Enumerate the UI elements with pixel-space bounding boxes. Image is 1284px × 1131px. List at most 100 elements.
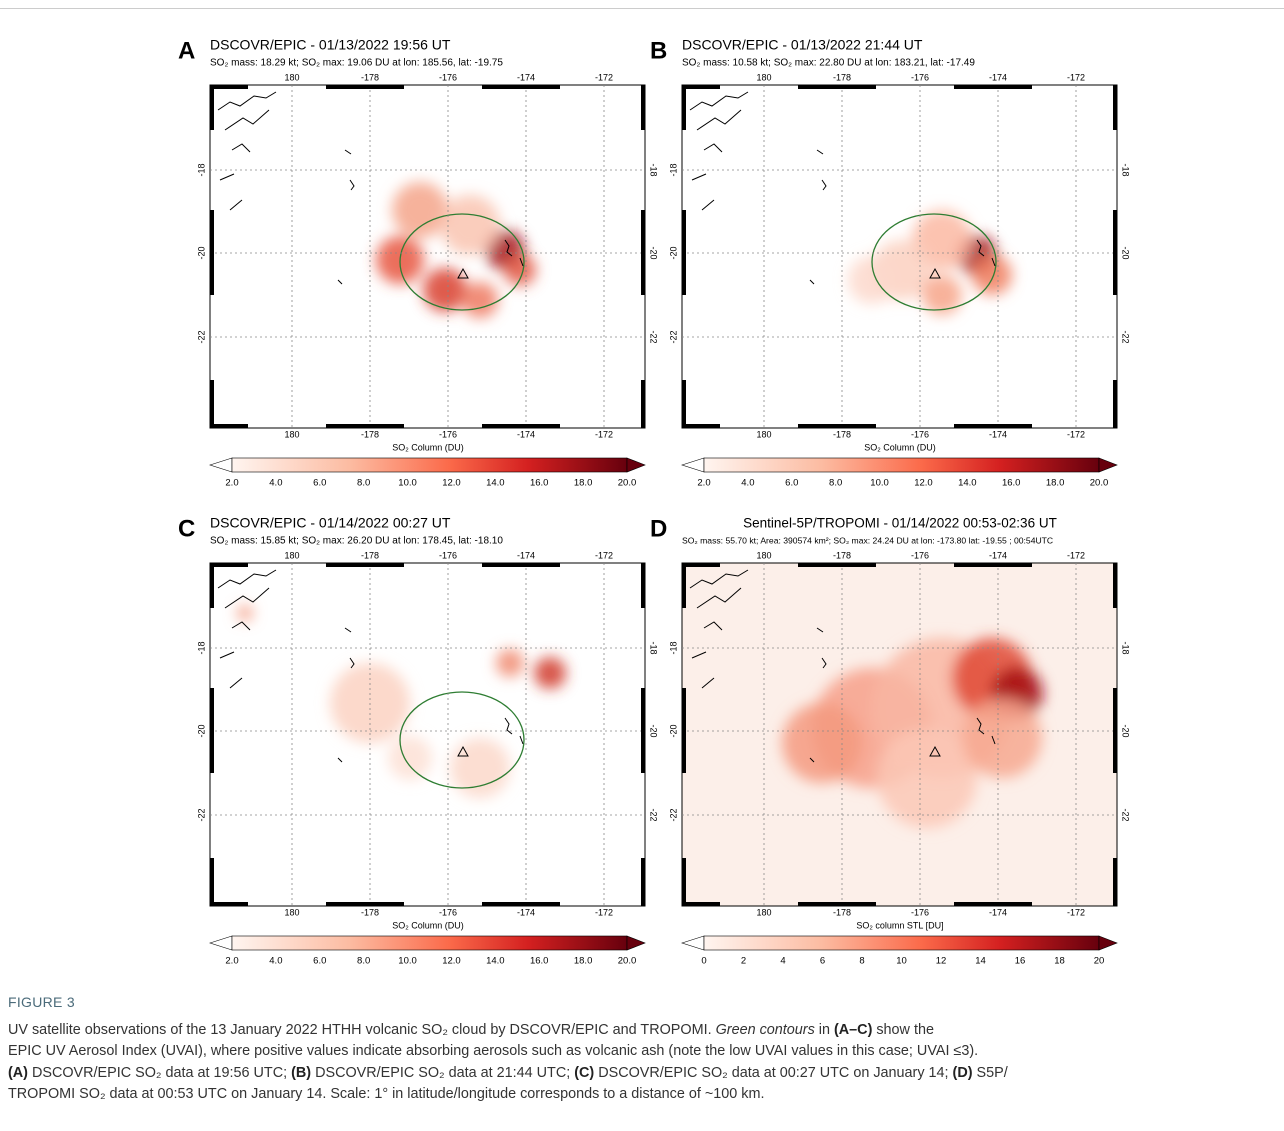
y-tick-label: -18 [649, 163, 659, 176]
frame-bar [482, 424, 560, 428]
y-tick-label: -20 [668, 724, 678, 737]
plume-blob [972, 255, 1012, 295]
frame-bar [1113, 688, 1117, 773]
caption-bold: (B) [291, 1065, 311, 1081]
panel-title: DSCOVR/EPIC - 01/14/2022 00:27 UT [210, 515, 451, 531]
y-tick-label: -18 [668, 163, 678, 176]
y-tick-label: -22 [668, 330, 678, 343]
colorbar-max-arrow [1099, 458, 1117, 472]
x-tick-label: -178 [361, 907, 379, 917]
colorbar-tick-label: 4.0 [741, 478, 754, 489]
y-tick-label: -20 [196, 724, 206, 737]
colorbar-tick-label: 10.0 [398, 478, 417, 489]
x-tick-label: -178 [833, 72, 851, 82]
plume-blob [534, 657, 566, 689]
colorbar-tick-label: 14 [975, 956, 986, 967]
y-tick-label: -20 [649, 724, 659, 737]
x-tick-label: -176 [439, 429, 457, 439]
frame-bar [954, 424, 1032, 428]
plume-blob [462, 282, 498, 318]
colorbar-tick-label: 12.0 [914, 478, 933, 489]
caption-text: UV satellite observations of the 13 Janu… [8, 1022, 716, 1038]
y-tick-label: -18 [649, 641, 659, 654]
x-tick-label: 180 [756, 550, 771, 560]
colorbar-tick-label: 8.0 [357, 956, 370, 967]
colorbar-tick-label: 8.0 [829, 478, 842, 489]
frame-bar [682, 424, 720, 428]
frame-bar [682, 380, 686, 428]
x-tick-label: -172 [1067, 907, 1085, 917]
colorbar-tick-label: 18.0 [574, 956, 593, 967]
plume-blob [392, 182, 448, 238]
colorbar [704, 458, 1099, 472]
y-tick-label: -20 [1121, 246, 1131, 259]
x-tick-label: 180 [756, 907, 771, 917]
frame-bar [1113, 85, 1117, 130]
y-tick-label: -20 [649, 246, 659, 259]
plume-blob [388, 736, 432, 780]
caption-text: TROPOMI SO₂ data at 00:53 UTC on January… [8, 1086, 764, 1102]
colorbar-tick-label: 2 [741, 956, 746, 967]
colorbar-tick-label: 6 [820, 956, 825, 967]
x-tick-label: 180 [756, 72, 771, 82]
x-tick-label: -174 [989, 429, 1007, 439]
x-tick-label: -176 [439, 907, 457, 917]
y-tick-label: -22 [649, 808, 659, 821]
x-tick-label: 180 [756, 429, 771, 439]
x-tick-label: -174 [517, 72, 535, 82]
frame-bar [798, 85, 876, 89]
plume-blob [496, 649, 524, 677]
colorbar-tick-label: 6.0 [785, 478, 798, 489]
caption-line: (A) DSCOVR/EPIC SO₂ data at 19:56 UTC; (… [8, 1063, 1278, 1085]
frame-bar [1113, 380, 1117, 428]
panel-letter: C [178, 515, 195, 542]
frame-bar [954, 902, 1032, 906]
frame-bar [641, 563, 645, 608]
y-tick-label: -18 [196, 163, 206, 176]
x-tick-label: -174 [989, 550, 1007, 560]
x-tick-label: -174 [989, 72, 1007, 82]
y-tick-label: -18 [1121, 163, 1131, 176]
x-tick-label: -174 [517, 907, 535, 917]
frame-bar [641, 858, 645, 906]
x-tick-label: -178 [833, 429, 851, 439]
panel-subtitle: SO₂ mass: 18.29 kt; SO₂ max: 19.06 DU at… [210, 58, 503, 69]
x-tick-label: -172 [595, 550, 613, 560]
caption-text: DSCOVR/EPIC SO₂ data at 00:27 UTC on Jan… [594, 1065, 952, 1081]
caption-line: TROPOMI SO₂ data at 00:53 UTC on January… [8, 1084, 1278, 1106]
panel-subtitle: SO₂ mass: 10.58 kt; SO₂ max: 22.80 DU at… [682, 58, 975, 69]
frame-bar [682, 858, 686, 906]
caption-text: S5P/ [973, 1065, 1008, 1081]
caption-line: EPIC UV Aerosol Index (UVAI), where posi… [8, 1041, 1278, 1063]
colorbar-tick-label: 8 [859, 956, 864, 967]
x-tick-label: -172 [1067, 72, 1085, 82]
x-tick-label: -178 [361, 429, 379, 439]
frame-bar [482, 563, 560, 567]
colorbar-max-arrow [627, 458, 645, 472]
x-tick-label: 180 [284, 550, 299, 560]
colorbar-tick-label: 16.0 [1002, 478, 1021, 489]
panel-title: Sentinel-5P/TROPOMI - 01/14/2022 00:53-0… [743, 516, 1057, 531]
frame-bar [210, 563, 248, 567]
frame-bar [682, 688, 686, 773]
frame-bar [641, 380, 645, 428]
caption: FIGURE 3 UV satellite observations of th… [8, 992, 1278, 1106]
map-background [210, 563, 645, 906]
frame-bar [682, 85, 720, 89]
x-tick-label: -178 [361, 72, 379, 82]
caption-bold: (C) [574, 1065, 594, 1081]
y-tick-label: -22 [1121, 808, 1131, 821]
x-tick-label: -178 [833, 550, 851, 560]
colorbar-tick-label: 12.0 [442, 478, 461, 489]
caption-bold: (A) [8, 1065, 28, 1081]
x-tick-label: -178 [833, 907, 851, 917]
colorbar-tick-label: 0 [701, 956, 706, 967]
plume-blob [962, 698, 1042, 778]
y-tick-label: -22 [649, 330, 659, 343]
y-tick-label: -20 [668, 246, 678, 259]
x-tick-label: -172 [595, 72, 613, 82]
caption-text: DSCOVR/EPIC SO₂ data at 21:44 UTC; [311, 1065, 574, 1081]
frame-bar [1113, 858, 1117, 906]
y-tick-label: -20 [1121, 724, 1131, 737]
panel: BDSCOVR/EPIC - 01/13/2022 21:44 UTSO₂ ma… [650, 37, 1131, 489]
